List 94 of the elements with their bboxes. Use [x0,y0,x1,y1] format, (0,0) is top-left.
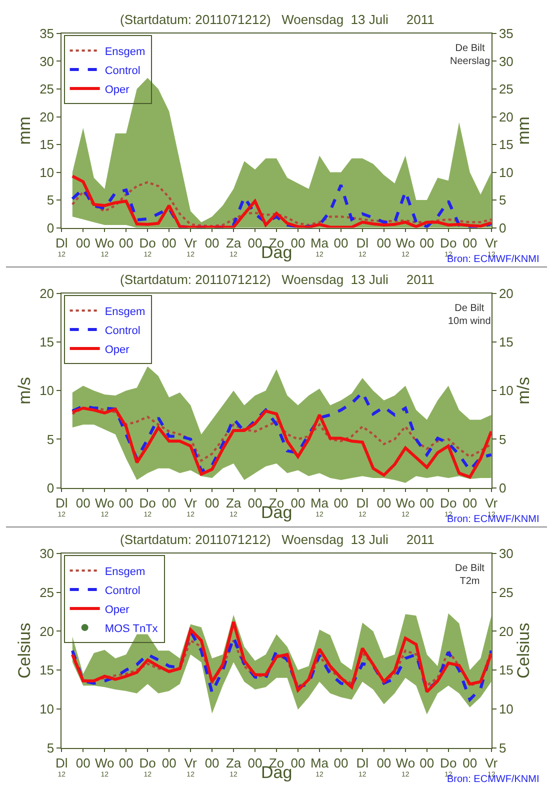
x-tick-label: 00 [462,755,478,770]
annotation: De Bilt 10m wind [448,303,491,327]
y2-axis-title: Celsius [514,622,533,678]
x-tick-label: 00 [376,235,392,250]
line-series [70,406,492,479]
y2-tick-label: 15 [498,334,514,350]
y2-tick-label: 10 [498,383,514,398]
y2-tick-label: 5 [498,740,506,756]
y-tick-label: 0 [46,480,54,496]
y2-tick-label: 0 [498,220,506,236]
y-tick-label: 10 [40,164,54,180]
y-tick-label: 35 [40,26,54,42]
x-tick-label: 00 [118,755,134,770]
y-tick-label: 30 [40,546,54,562]
x-tick-label: 00 [462,235,478,250]
y-tick-label: 15 [40,334,54,350]
legend-label: Control [104,64,140,77]
x-tick-label: 00 [334,755,348,770]
x-tick-label: 00 [204,755,220,770]
y2-tick-label: 20 [498,109,514,124]
legend-label: Control [104,324,140,337]
legend-label: Oper [104,84,130,96]
y2-tick-label: 10 [498,701,514,716]
x-tick-label: 00 [376,755,392,770]
x-tick-label: 00 [76,235,90,250]
y-tick-label: 5 [46,432,54,447]
y2-tick-label: 15 [498,137,514,152]
legend-label: MOS TnTx [104,622,158,635]
y-tick-label: 20 [40,109,54,124]
y2-tick-label: 5 [498,432,506,447]
x-tick-label: 00 [204,235,220,250]
x-tick-label: 00 [76,495,90,510]
y2-tick-label: 20 [498,286,514,302]
x-tick-label: 00 [248,755,262,770]
chart-title: (Startdatum: 2011071212) Woensdag 13 Juli 2011 [120,272,434,287]
y-tick-label: 15 [40,662,54,678]
legend-label: Ensgem [104,46,146,58]
y2-tick-label: 15 [498,662,514,678]
annotation: De Bilt Neerslag [450,43,490,67]
legend-label: Ensgem [104,566,146,578]
line-series [71,406,492,462]
y-axis-title: Celsius [15,622,34,678]
y-axis-title: mm [15,116,34,145]
chart-title: (Startdatum: 2011071212) Woensdag 13 Juli 2011 [120,12,434,27]
y2-tick-label: 0 [498,480,506,496]
y-tick-label: 5 [46,192,54,208]
x-tick-label: 00 [248,235,262,250]
annotation: De Bilt T2m [455,563,485,587]
x-tick-label: 00 [76,755,90,770]
y2-axis-title: mm [514,116,533,145]
x-tick-label: 00 [204,495,220,510]
x-tick-label: 00 [462,495,478,510]
x-tick-label: 00 [248,495,262,510]
y-tick-label: 25 [40,82,54,97]
x-tick-label: 00 [118,235,134,250]
y2-tick-label: 10 [498,164,514,180]
legend-label: Oper [104,344,130,356]
y-tick-label: 5 [46,740,54,756]
legend-label: Control [104,584,140,597]
x-tick-label: 00 [162,495,176,510]
y-tick-label: 0 [46,220,54,236]
x-tick-label: 00 [334,495,348,510]
chart-title: (Startdatum: 2011071212) Woensdag 13 Juli 2011 [120,532,434,547]
y2-tick-label: 5 [498,192,506,208]
y2-tick-label: 20 [498,624,514,639]
y2-tick-label: 30 [498,546,514,562]
x-tick-label: 00 [162,235,176,250]
x-tick-label: 00 [290,235,306,250]
x-tick-label: 00 [334,235,348,250]
legend-label: Oper [104,604,130,616]
x-tick-label: 00 [162,755,176,770]
y2-tick-label: 25 [498,82,514,97]
y-axis-title: m/s [15,376,34,404]
y-tick-label: 10 [40,701,54,716]
y-tick-label: 15 [40,137,54,152]
x-tick-label: 00 [376,495,392,510]
x-tick-label: 00 [118,495,134,510]
y2-axis-title: m/s [514,376,533,404]
y2-tick-label: 25 [498,584,514,600]
line-series [70,620,492,694]
line-series [71,639,492,688]
y-tick-label: 25 [40,584,54,600]
legend-label: Ensgem [104,306,146,318]
x-tick-label: 00 [420,495,434,510]
y-tick-label: 10 [40,383,54,398]
y2-tick-label: 30 [498,54,514,69]
x-tick-label: 00 [420,235,434,250]
x-tick-label: 00 [290,495,306,510]
x-tick-label: 00 [420,755,434,770]
y2-tick-label: 35 [498,26,514,42]
y-tick-label: 20 [40,286,54,302]
y-tick-label: 30 [40,54,54,69]
y-tick-label: 20 [40,624,54,639]
x-tick-label: 00 [290,755,306,770]
